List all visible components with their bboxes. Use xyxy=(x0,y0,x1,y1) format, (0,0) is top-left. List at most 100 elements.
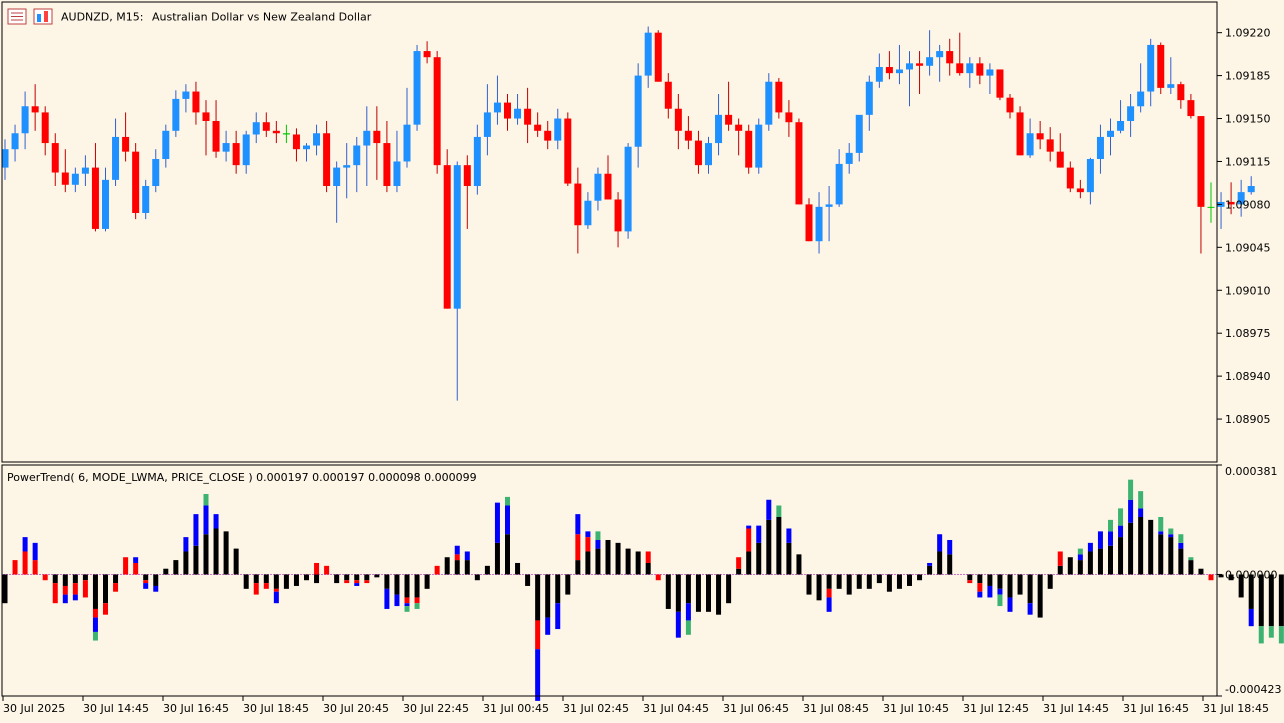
candle-body xyxy=(202,112,210,121)
candle xyxy=(383,120,391,193)
time-tick-label: 31 Jul 00:45 xyxy=(483,702,549,715)
time-tick-label: 31 Jul 10:45 xyxy=(883,702,949,715)
candle-body xyxy=(875,67,883,82)
histogram-segment xyxy=(545,574,551,618)
histogram-segment xyxy=(72,594,78,601)
histogram-bar xyxy=(575,514,581,575)
candle-body xyxy=(61,172,69,185)
candle xyxy=(423,41,431,64)
histogram-segment xyxy=(1158,517,1164,532)
candle xyxy=(152,149,160,193)
candle-body xyxy=(282,133,290,135)
candle-body xyxy=(1247,186,1255,193)
candle-body xyxy=(41,112,49,144)
candle xyxy=(323,120,331,193)
candle-body xyxy=(162,130,170,160)
histogram-bar xyxy=(1027,574,1033,615)
histogram-segment xyxy=(746,525,752,529)
candle-body xyxy=(242,134,250,166)
histogram-bar xyxy=(967,574,973,584)
histogram-bar xyxy=(535,574,541,701)
histogram-bar xyxy=(173,560,179,575)
price-tick-label: 1.09080 xyxy=(1225,198,1271,211)
candle xyxy=(282,124,290,144)
candle xyxy=(805,198,813,242)
histogram-segment xyxy=(987,574,993,586)
candle-body xyxy=(1137,91,1145,107)
histogram-segment xyxy=(344,574,350,581)
candle xyxy=(895,44,903,85)
candle xyxy=(1227,182,1235,215)
histogram-segment xyxy=(173,560,179,575)
candle-body xyxy=(383,143,391,186)
histogram-segment xyxy=(1158,531,1164,535)
histogram-segment xyxy=(786,542,792,575)
histogram-bar xyxy=(826,574,832,612)
histogram-segment xyxy=(223,531,229,575)
candle xyxy=(926,30,934,76)
histogram-bar xyxy=(1168,528,1174,575)
candle-body xyxy=(825,204,833,207)
candle xyxy=(252,112,260,144)
candle-body xyxy=(473,136,481,186)
time-tick-label: 30 Jul 16:45 xyxy=(163,702,229,715)
candle xyxy=(715,94,723,156)
histogram-bar xyxy=(846,574,852,595)
candle-body xyxy=(674,108,682,131)
price-axis: 1.09220 1.09185 1.09150 1.09115 1.09080 1.090… xyxy=(1217,27,1271,426)
time-tick-label: 30 Jul 2025 xyxy=(3,702,65,715)
histogram-segment xyxy=(72,574,78,584)
histogram-segment xyxy=(22,551,28,575)
histogram-segment xyxy=(766,519,772,575)
candle xyxy=(1026,118,1034,158)
histogram-segment xyxy=(575,534,581,561)
time-axis: 30 Jul 2025 30 Jul 14:45 30 Jul 16:45 30 Ju… xyxy=(2,696,1269,715)
histogram-bar xyxy=(434,565,440,575)
candle xyxy=(91,143,99,232)
indicator-label: PowerTrend( 6, MODE_LWMA, PRICE_CLOSE ) … xyxy=(7,471,477,484)
candle-body xyxy=(122,136,130,152)
candle xyxy=(1076,179,1084,199)
candle-body xyxy=(765,81,773,125)
histogram-bar xyxy=(645,551,651,575)
histogram-segment xyxy=(404,597,410,604)
histogram-segment xyxy=(967,580,973,584)
histogram-bar xyxy=(816,574,822,601)
chart-window-icon[interactable] xyxy=(33,8,53,25)
price-panel-frame xyxy=(1,1,1218,463)
histogram-segment xyxy=(1108,545,1113,575)
histogram-bar xyxy=(665,574,671,609)
histogram-segment xyxy=(1007,597,1013,612)
histogram-bar xyxy=(907,574,912,586)
histogram-segment xyxy=(716,574,722,615)
histogram-segment xyxy=(334,574,340,584)
histogram-segment xyxy=(917,574,923,581)
histogram-bar xyxy=(444,557,450,575)
candle xyxy=(51,133,59,186)
histogram-bar xyxy=(836,574,842,589)
histogram-segment xyxy=(1188,560,1194,575)
time-tick-label: 31 Jul 04:45 xyxy=(643,702,709,715)
histogram-segment xyxy=(143,583,149,589)
candle xyxy=(996,69,1004,101)
candle-body xyxy=(81,167,89,174)
candle-body xyxy=(624,146,632,232)
candle xyxy=(654,30,662,82)
candle xyxy=(262,112,270,137)
candle-body xyxy=(1056,151,1064,168)
candle xyxy=(554,108,562,150)
candle-body xyxy=(1107,130,1114,137)
histogram-segment xyxy=(273,574,279,589)
candle xyxy=(1086,157,1094,205)
histogram-bar xyxy=(1208,574,1214,581)
candle xyxy=(564,112,572,186)
candle xyxy=(735,118,743,156)
histogram-segment xyxy=(1027,603,1033,615)
histogram-segment xyxy=(1118,508,1124,526)
candle-body xyxy=(906,63,913,70)
histogram-bar xyxy=(896,574,902,589)
histogram-segment xyxy=(52,574,58,584)
histogram-segment xyxy=(535,649,541,701)
chart-list-icon[interactable] xyxy=(7,8,27,25)
candle xyxy=(232,130,240,174)
